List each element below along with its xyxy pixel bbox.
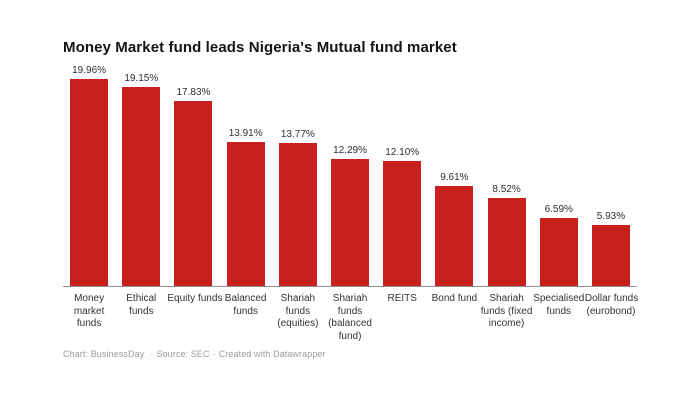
x-axis-tick-label: REITS (387, 293, 417, 304)
bar (591, 224, 630, 286)
bar-value-label: 5.93% (596, 210, 626, 222)
bar-value-label: 12.29% (333, 144, 367, 156)
footer-source: Source: SEC (156, 349, 210, 359)
chart-footer: Chart: BusinessDay · Source: SEC · Created w… (63, 349, 326, 359)
bar-columns: 19.96% 19.15% 17.83% 13.91% 13.77% 12.29% 12.1… (63, 62, 637, 286)
x-axis-tick-label: Shariah funds (equities) (277, 293, 319, 329)
bar-value-label: 9.61% (440, 172, 469, 184)
bar-value-label: 19.96% (72, 65, 107, 76)
bar (383, 160, 422, 286)
bar-column: 6.59% (533, 204, 585, 286)
bar (226, 141, 265, 286)
bar-value-label: 6.59% (544, 203, 573, 215)
bar-value-label: 8.52% (492, 183, 521, 195)
bar-column: 8.52% (481, 184, 533, 286)
bar-column: 17.83% (167, 87, 219, 286)
bar-value-label: 19.15% (124, 73, 159, 85)
bar-value-label: 13.77% (280, 129, 315, 141)
bar-value-label: 13.91% (228, 127, 263, 139)
footer-separator: · (212, 349, 216, 359)
bar-column: 19.15% (115, 73, 167, 286)
footer-datawrapper-credit: Created with Datawrapper (218, 349, 326, 359)
x-axis-tick-label: Shariah funds (fixed income) (480, 293, 533, 329)
x-axis-tick-label: Shariah funds (balanced fund) (328, 293, 372, 342)
bar-value-label: 12.10% (385, 146, 420, 158)
bar (331, 158, 370, 286)
bar-column: 9.61% (428, 172, 480, 286)
x-axis-tick-label: Money market funds (73, 293, 105, 329)
x-axis-tick-label: Specialised funds (533, 293, 585, 317)
x-axis-tick-label: Equity funds (167, 293, 223, 304)
bar-column: 12.29% (324, 144, 376, 286)
x-axis-tick-label: Balanced funds (224, 293, 267, 317)
bar-column: 19.96% (63, 65, 115, 286)
bar (539, 217, 578, 286)
x-axis-tick-label: Ethical funds (126, 293, 157, 317)
x-axis-tick-labels: Money market funds Ethical funds Equity fu… (63, 293, 639, 343)
bar (435, 186, 474, 286)
bar (487, 197, 526, 286)
bar-column: 13.77% (272, 129, 324, 286)
bar-column: 5.93% (585, 210, 637, 286)
bar (174, 101, 213, 286)
bar-value-label: 17.83% (176, 87, 211, 99)
bar (278, 143, 317, 286)
bar-column: 12.10% (376, 146, 428, 286)
bar (70, 79, 109, 286)
bar-column: 13.91% (220, 128, 272, 286)
x-axis-tick-label: Bond fund (431, 293, 478, 304)
plot-area: 19.96% 19.15% 17.83% 13.91% 13.77% 12.29% 12.1… (63, 62, 637, 287)
chart-title: Money Market fund leads Nigeria's Mutual… (63, 39, 457, 56)
x-axis-tick-label: Dollar funds (eurobond) (584, 293, 639, 317)
footer-chart-credit: Chart: BusinessDay (63, 349, 145, 359)
footer-separator: · (150, 349, 154, 359)
bar (122, 87, 161, 286)
